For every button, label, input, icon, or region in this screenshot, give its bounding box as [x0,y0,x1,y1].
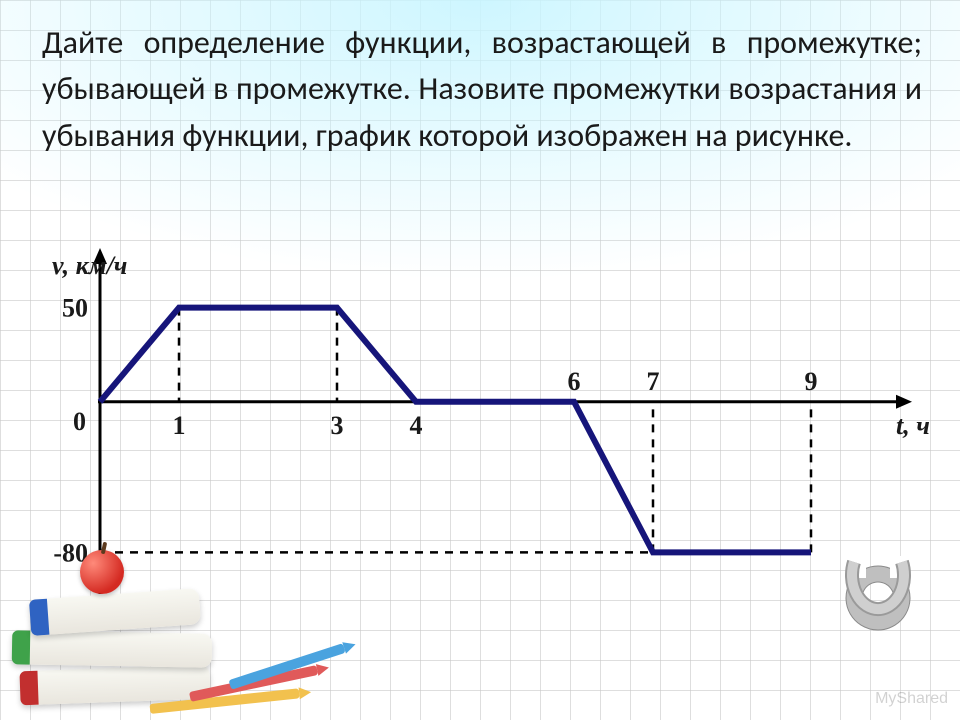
slide: Дайте определение функции, возрастающей … [0,0,960,720]
x-tick-label: 4 [410,411,423,440]
x-tick-label: 9 [805,367,818,396]
x-tick-label: 1 [173,411,186,440]
watermark: MyShared [875,690,948,708]
y-axis-label: v, км/ч [52,251,127,280]
question-text: Дайте определение функции, возрастающей … [42,20,922,159]
origin-label: 0 [73,407,86,436]
x-tick-label: 3 [331,411,344,440]
y-tick-label: 50 [62,294,88,323]
x-tick-label: 7 [647,367,660,396]
x-axis-arrow [896,395,912,409]
horseshoe-icon [836,556,920,640]
chart: 50-800134679v, км/чt, ч [40,260,920,610]
x-tick-label: 6 [568,367,581,396]
x-axis-label: t, ч [896,411,930,440]
y-tick-label: -80 [53,538,88,567]
chart-svg: 50-800134679v, км/чt, ч [40,260,920,610]
series-line [100,308,811,553]
